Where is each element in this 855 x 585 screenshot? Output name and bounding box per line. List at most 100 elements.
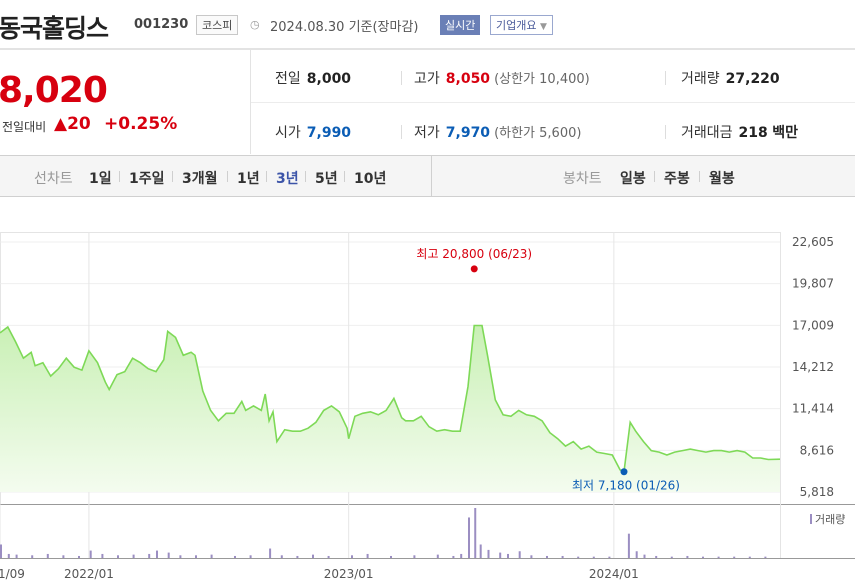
amount-unit: 백만 [772, 125, 798, 141]
volume-bar [15, 554, 18, 558]
volume-bar [577, 556, 580, 558]
volume-value: 27,220 [725, 71, 780, 87]
tab-divider [172, 171, 173, 182]
volume-bar [474, 508, 477, 558]
volume: 거래량 27,220 [681, 68, 780, 88]
tab-5y[interactable]: 5년 [315, 171, 338, 187]
tab-divider [344, 171, 345, 182]
high-label: 고가 [414, 71, 440, 87]
lower-limit: (하한가 5,600) [494, 126, 582, 141]
tabs-divider [431, 156, 432, 196]
volume-bar [518, 551, 521, 558]
volume-bar [499, 552, 502, 558]
prev-label: 전일 [275, 71, 301, 87]
tab-10y[interactable]: 10년 [354, 171, 387, 187]
volume-bar [479, 544, 482, 558]
divider [665, 71, 666, 85]
volume-bar [195, 555, 197, 558]
company-info-dropdown[interactable]: 기업개요 ▼ [490, 15, 553, 35]
price-summary: 전일 8,000 고가 8,050 (상한가 10,400) 거래량 27,220 시가… [251, 50, 855, 154]
prev-value: 8,000 [306, 71, 352, 87]
volume-bar [592, 556, 595, 558]
min-annotation: 최저 7,180 (01/26) [572, 479, 680, 493]
tab-monthly[interactable]: 월봉 [709, 171, 735, 187]
line-chart-label: 선차트 [34, 171, 73, 187]
tab-1y[interactable]: 1년 [237, 171, 260, 187]
volume-bar [643, 554, 646, 558]
current-price: 8,020 [0, 70, 108, 111]
company-info-label: 기업개요 [496, 19, 537, 32]
y-tick-label: 19,807 [792, 277, 834, 291]
stock-header: 동국홀딩스 001230 코스피 ◷ 2024.08.30 기준(장마감) 실시… [0, 0, 855, 50]
volume-bar [460, 553, 463, 558]
volume-bar [101, 553, 104, 558]
volume-bar [764, 556, 767, 558]
x-tick-label: 2024/01 [589, 567, 639, 581]
amount-label: 거래대금 [681, 125, 733, 141]
volume-bar [351, 555, 353, 558]
volume-bar [249, 555, 252, 558]
volume-bar [530, 555, 533, 558]
tab-divider [305, 171, 306, 182]
x-tick-label: 2021/09 [0, 567, 25, 581]
volume-bar [487, 549, 490, 558]
volume-bar [655, 555, 658, 558]
open-value: 7,990 [306, 125, 352, 141]
max-point [470, 265, 478, 273]
volume-bar [717, 556, 720, 558]
open-price: 시가 7,990 [275, 122, 351, 142]
tab-divider [266, 171, 267, 182]
summary-divider [251, 102, 855, 103]
y-tick-label: 5,818 [800, 485, 834, 499]
volume-bar [78, 555, 80, 558]
divider [665, 125, 666, 139]
tab-divider [699, 171, 700, 182]
volume-bar [62, 555, 65, 558]
change-value: 20 [67, 114, 91, 134]
volume-bar [561, 555, 564, 558]
tab-3y[interactable]: 3년 [276, 171, 299, 187]
volume-bar [132, 554, 135, 558]
volume-bar [148, 553, 151, 558]
tab-1w[interactable]: 1주일 [129, 171, 165, 187]
volume-bar [179, 555, 182, 558]
volume-bar [31, 555, 34, 558]
low-value: 7,970 [445, 125, 491, 141]
low-price: 저가 7,970 (하한가 5,600) [414, 122, 581, 142]
chevron-down-icon: ▼ [539, 22, 547, 32]
x-tick-label: 2023/01 [324, 567, 374, 581]
price-change: ▲20 [54, 114, 91, 134]
divider [401, 125, 402, 139]
volume-bar [748, 556, 751, 558]
tab-weekly[interactable]: 주봉 [664, 171, 690, 187]
tab-3m[interactable]: 3개월 [182, 171, 218, 187]
volume-bar [327, 555, 330, 558]
price-area-fill [0, 325, 780, 492]
x-tick-label: 2022/01 [64, 567, 114, 581]
volume-bar [436, 554, 439, 558]
amount-value: 218 [738, 125, 768, 141]
max-annotation: 최고 20,800 (06/23) [416, 247, 532, 261]
volume-bar [507, 553, 509, 558]
tab-daily[interactable]: 일봉 [620, 171, 646, 187]
upper-limit: (상한가 10,400) [494, 72, 590, 87]
volume-bar [0, 544, 2, 558]
volume-bar [366, 553, 369, 558]
up-arrow-icon: ▲ [54, 114, 68, 134]
volume-bar [635, 551, 638, 558]
realtime-button[interactable]: 실시간 [440, 15, 481, 35]
base-date: 2024.08.30 기준(장마감) [270, 20, 419, 35]
stock-code: 001230 [134, 17, 189, 32]
volume-bar [234, 555, 236, 558]
high-value: 8,050 [445, 71, 491, 87]
tab-1d[interactable]: 1일 [89, 171, 112, 187]
volume-bar [608, 556, 611, 558]
y-tick-label: 14,212 [792, 360, 834, 374]
divider [401, 71, 402, 85]
price-panel: 8,020 전일대비 ▲20 +0.25% [0, 50, 251, 154]
low-label: 저가 [414, 125, 440, 141]
price-line [0, 324, 781, 473]
clock-icon: ◷ [250, 18, 260, 31]
volume-bar [670, 556, 673, 558]
volume-bar [312, 554, 314, 558]
